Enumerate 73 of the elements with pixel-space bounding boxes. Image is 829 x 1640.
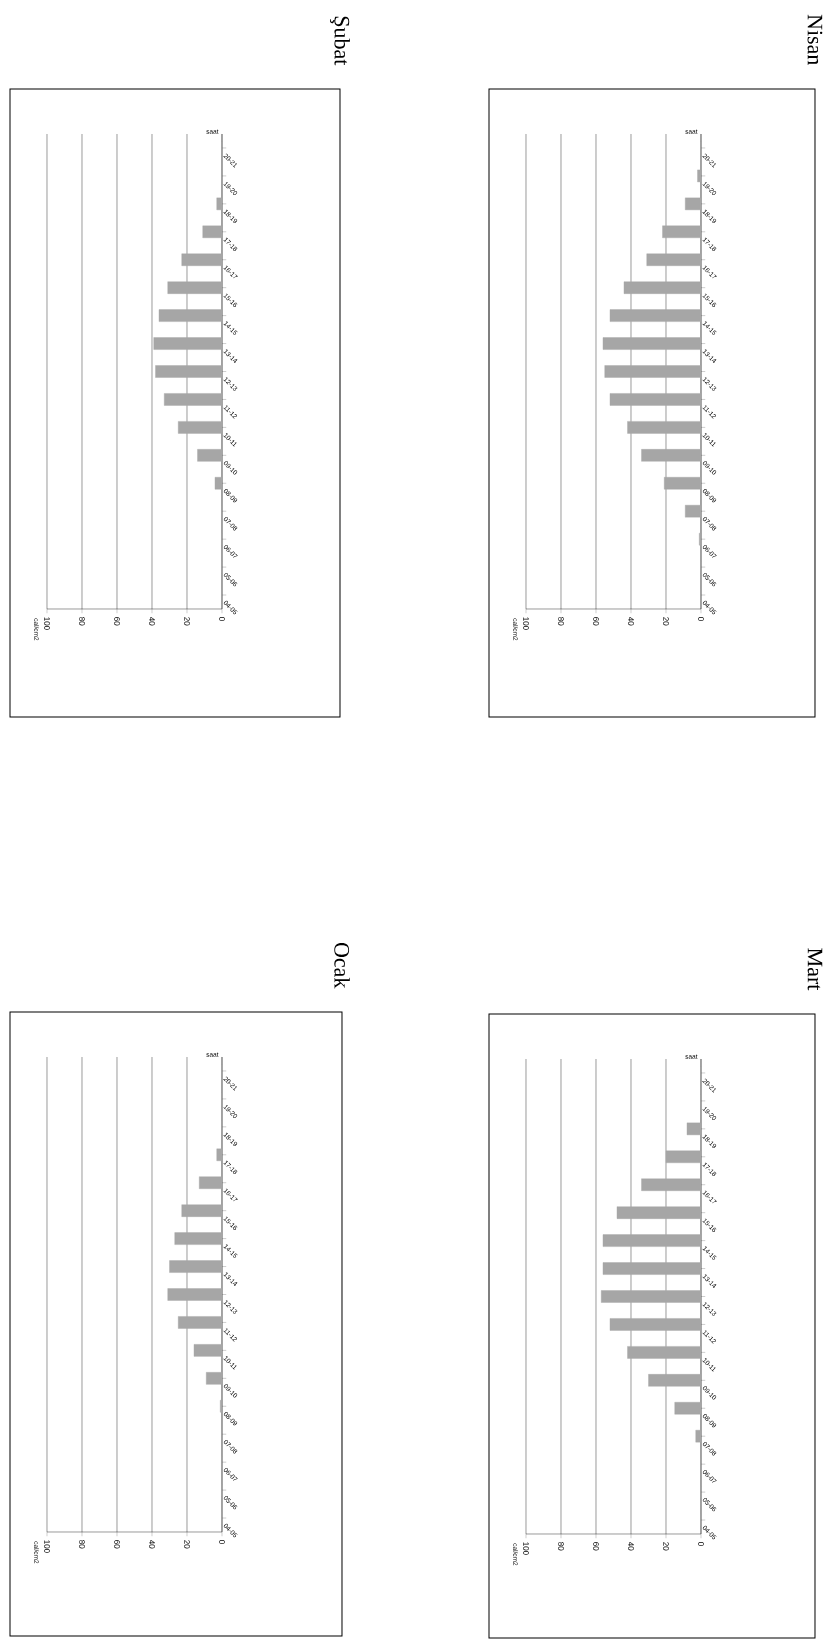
bar: [609, 1318, 702, 1331]
bar: [155, 365, 223, 378]
bar: [665, 1150, 702, 1163]
bar: [167, 1288, 223, 1301]
text: Nisan: [807, 14, 823, 66]
bar: [648, 1374, 702, 1387]
x-tick-label: 20: [663, 1542, 669, 1551]
x-tick-label: 40: [149, 616, 155, 626]
bar: [216, 1148, 223, 1161]
bar: [686, 1122, 702, 1136]
bar: [616, 1206, 702, 1219]
x-tick-label: 0: [219, 617, 225, 621]
bar: [602, 337, 702, 350]
bar: [604, 365, 702, 378]
x-tick-label: 100: [523, 1542, 529, 1555]
x-tick-label: 100: [44, 617, 50, 630]
bar: [164, 393, 223, 406]
bar: [697, 169, 702, 183]
bar: [664, 477, 702, 490]
bar: [623, 281, 702, 294]
x-tick-label: 60: [593, 617, 599, 626]
bar: [627, 421, 702, 434]
bar: [695, 1430, 702, 1443]
text: Ocak: [334, 942, 350, 989]
bar: [662, 225, 702, 238]
x-tick-label: 60: [593, 1542, 599, 1551]
bar: [627, 1346, 702, 1359]
x-tick-label: 80: [79, 1540, 85, 1549]
bar: [181, 253, 223, 266]
x-tick-label: 60: [114, 1540, 120, 1549]
bar: [169, 1260, 223, 1273]
bar: [181, 1204, 223, 1217]
bar: [674, 1402, 702, 1415]
x-tick-label: 100: [523, 617, 529, 630]
bar: [167, 281, 223, 294]
bar: [641, 1178, 702, 1191]
bar: [609, 393, 702, 406]
bar: [202, 225, 223, 238]
x-tick-label: 80: [558, 617, 564, 626]
bar: [641, 449, 702, 462]
x-tick-label: 80: [558, 1542, 564, 1551]
bar: [646, 253, 702, 266]
bar: [197, 449, 223, 462]
x-tick-label: 0: [698, 617, 704, 621]
bar: [158, 309, 223, 322]
bar: [174, 1232, 223, 1245]
text: Şubat: [329, 16, 350, 66]
bar: [199, 1176, 223, 1189]
x-tick-label: 60: [114, 617, 120, 626]
bar: [602, 1262, 702, 1275]
x-tick-label: 20: [184, 617, 190, 626]
x-tick-label: 20: [663, 617, 669, 626]
text: Mart: [807, 948, 823, 991]
x-tick-label: 40: [149, 1539, 155, 1549]
bar: [609, 309, 702, 322]
bar: [685, 505, 702, 518]
bar: [153, 337, 223, 350]
x-tick-label: 0: [698, 1542, 704, 1546]
bar: [216, 197, 223, 211]
x-tick-label: 40: [628, 1541, 634, 1551]
x-tick-label: 20: [184, 1540, 190, 1549]
bar: [602, 1234, 702, 1247]
bar: [178, 1316, 223, 1329]
bar: [214, 477, 223, 490]
bar: [601, 1290, 702, 1303]
x-tick-label: 100: [44, 1540, 50, 1553]
bar: [178, 421, 223, 434]
bar: [193, 1344, 223, 1357]
bar: [206, 1372, 223, 1385]
x-tick-label: 80: [79, 617, 85, 626]
x-tick-label: 40: [628, 616, 634, 626]
bar: [685, 197, 702, 211]
x-tick-label: 0: [219, 1540, 225, 1544]
